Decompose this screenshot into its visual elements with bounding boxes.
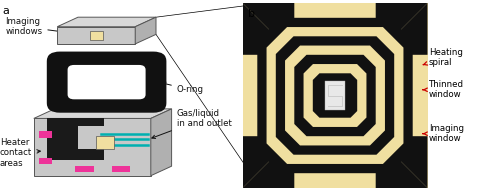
Polygon shape bbox=[376, 136, 428, 188]
Polygon shape bbox=[376, 3, 428, 55]
Polygon shape bbox=[135, 17, 156, 44]
Text: Thinned
window: Thinned window bbox=[423, 80, 464, 100]
Polygon shape bbox=[266, 27, 404, 164]
Polygon shape bbox=[276, 36, 394, 155]
Polygon shape bbox=[304, 64, 366, 127]
FancyBboxPatch shape bbox=[68, 65, 146, 99]
Polygon shape bbox=[313, 73, 357, 118]
Polygon shape bbox=[242, 136, 294, 188]
Text: Imaging
windows: Imaging windows bbox=[5, 17, 86, 36]
Polygon shape bbox=[39, 131, 52, 138]
Polygon shape bbox=[39, 158, 52, 164]
Text: Gas/liquid
in and outlet: Gas/liquid in and outlet bbox=[152, 109, 232, 138]
Polygon shape bbox=[285, 45, 385, 146]
Polygon shape bbox=[57, 17, 156, 27]
Polygon shape bbox=[151, 109, 172, 176]
Polygon shape bbox=[376, 136, 428, 188]
Polygon shape bbox=[76, 166, 94, 172]
Text: Imaging
window: Imaging window bbox=[423, 124, 464, 143]
Polygon shape bbox=[34, 118, 151, 176]
Polygon shape bbox=[258, 18, 412, 173]
Polygon shape bbox=[242, 3, 428, 188]
Polygon shape bbox=[90, 31, 102, 40]
Polygon shape bbox=[242, 3, 294, 55]
Polygon shape bbox=[96, 136, 114, 149]
Polygon shape bbox=[242, 136, 294, 188]
Polygon shape bbox=[242, 3, 428, 188]
FancyBboxPatch shape bbox=[47, 52, 166, 113]
Text: O-ring: O-ring bbox=[162, 82, 204, 94]
Polygon shape bbox=[242, 3, 294, 55]
Polygon shape bbox=[57, 27, 135, 44]
Polygon shape bbox=[294, 55, 376, 136]
Text: Heater
contact
areas: Heater contact areas bbox=[0, 138, 40, 168]
Polygon shape bbox=[34, 109, 172, 118]
Polygon shape bbox=[325, 81, 345, 110]
Polygon shape bbox=[376, 3, 428, 55]
Polygon shape bbox=[112, 166, 130, 172]
Text: Heating
spiral: Heating spiral bbox=[423, 48, 463, 67]
Polygon shape bbox=[47, 118, 104, 160]
Polygon shape bbox=[78, 126, 91, 149]
Text: b: b bbox=[248, 9, 255, 19]
Text: a: a bbox=[2, 6, 10, 16]
